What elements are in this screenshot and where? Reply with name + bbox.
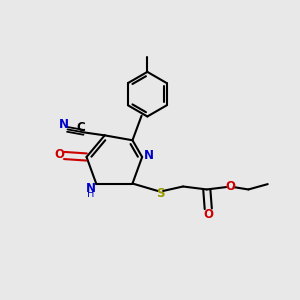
Text: C: C [76, 122, 85, 134]
Text: N: N [86, 182, 96, 195]
Text: O: O [225, 180, 235, 193]
Text: S: S [157, 187, 165, 200]
Text: O: O [203, 208, 213, 221]
Text: N: N [59, 118, 69, 131]
Text: H: H [87, 189, 94, 199]
Text: O: O [54, 148, 64, 161]
Text: N: N [144, 149, 154, 162]
